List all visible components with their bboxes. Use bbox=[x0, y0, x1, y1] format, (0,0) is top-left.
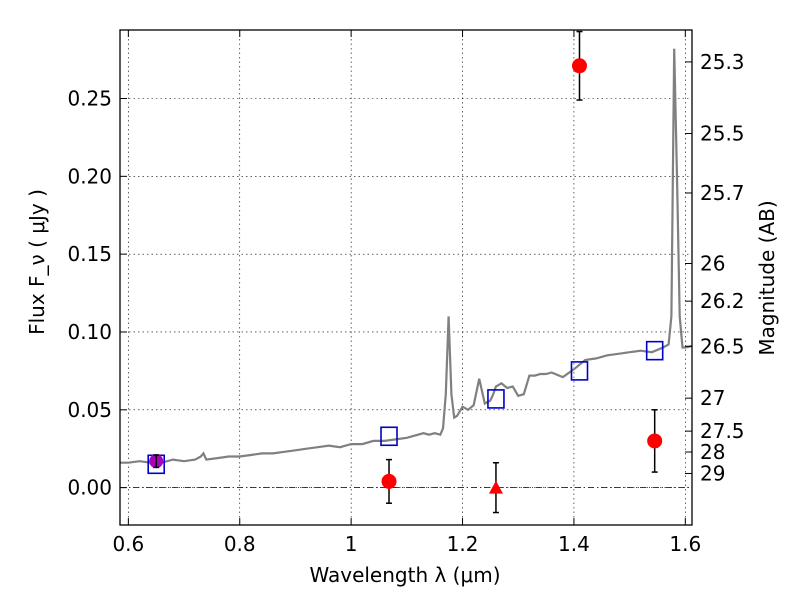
magnitude-axis-title: Magnitude (AB) bbox=[755, 200, 779, 355]
x-tick-label: 1.6 bbox=[669, 532, 701, 556]
magnitude-tick-label: 27 bbox=[700, 386, 725, 410]
upper-limit-triangle bbox=[488, 480, 503, 494]
magnitude-tick-label: 29 bbox=[700, 461, 725, 485]
magnitude-tick-label: 26.5 bbox=[700, 334, 745, 358]
y-axis-ticks: 0.00 0.05 0.10 0.15 0.20 0.25 bbox=[67, 86, 127, 500]
model-photometry-square bbox=[570, 361, 589, 381]
model-photometry-square bbox=[645, 340, 664, 361]
axes-frame bbox=[119, 29, 693, 526]
x-axis-title: Wavelength λ (μm) bbox=[309, 563, 500, 587]
magnitude-tick-label: 25.7 bbox=[700, 181, 745, 205]
y-tick-label: 0.05 bbox=[67, 398, 112, 422]
x-tick-label: 1.4 bbox=[558, 532, 590, 556]
magnitude-tick-label: 26 bbox=[700, 251, 725, 275]
x-axis-ticks: 0.6 0.8 1 1.2 1.4 1.6 bbox=[112, 30, 701, 556]
observed-flux-point bbox=[647, 433, 663, 449]
magnitude-tick-label: 27.5 bbox=[700, 419, 745, 443]
y-tick-label: 0.25 bbox=[67, 86, 112, 110]
y-tick-label: 0.00 bbox=[67, 476, 112, 500]
y-tick-label: 0.15 bbox=[67, 242, 112, 266]
magnitude-tick-label: 25.3 bbox=[700, 50, 745, 74]
x-tick-label: 1 bbox=[345, 532, 358, 556]
y-axis-title: Flux F_ν ( μJy ) bbox=[25, 189, 49, 335]
y-tick-label: 0.20 bbox=[67, 164, 112, 188]
observed-flux-point bbox=[381, 473, 397, 489]
y-tick-label: 0.10 bbox=[67, 320, 112, 344]
grid-lines bbox=[120, 30, 692, 525]
magnitude-tick-label: 28 bbox=[700, 440, 725, 464]
plot-area bbox=[120, 30, 692, 514]
model-photometry-square bbox=[487, 389, 505, 409]
model-photometry-square bbox=[380, 426, 398, 447]
x-tick-label: 1.2 bbox=[447, 532, 479, 556]
x-tick-label: 0.8 bbox=[224, 532, 256, 556]
observed-flux-point bbox=[571, 58, 587, 74]
model-spectrum-line bbox=[120, 48, 692, 464]
magnitude-tick-label: 26.2 bbox=[700, 289, 745, 313]
magnitude-tick-label: 25.5 bbox=[700, 122, 745, 146]
x-tick-label: 0.6 bbox=[112, 532, 144, 556]
